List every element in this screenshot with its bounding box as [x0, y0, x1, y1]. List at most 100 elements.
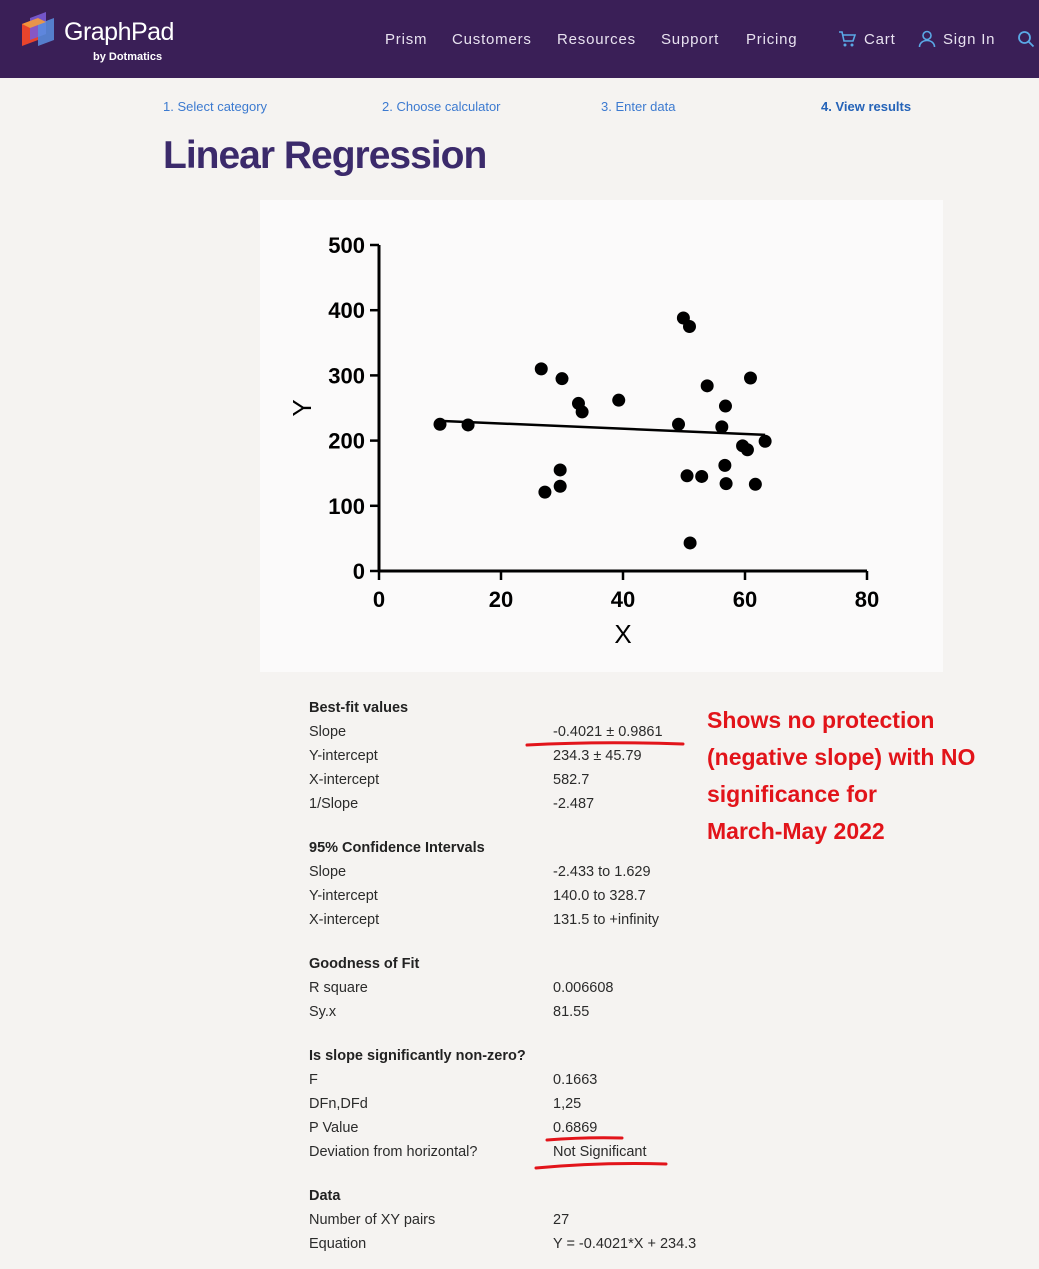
- result-value: -2.433 to 1.629: [553, 864, 651, 880]
- result-value: 81.55: [553, 1004, 590, 1020]
- chart-svg: 0 100 200 300 400 500 0 20 40 60 80 X Y: [287, 233, 879, 649]
- nav-resources[interactable]: Resources: [557, 31, 636, 48]
- data-point: [553, 463, 567, 477]
- data-point: [758, 434, 772, 448]
- y-tick-label: 300: [328, 363, 365, 388]
- step-choose-calculator[interactable]: 2. Choose calculator: [382, 99, 501, 114]
- section-heading: Goodness of Fit: [309, 956, 420, 972]
- result-label: P Value: [309, 1120, 359, 1136]
- result-row: Number of XY pairs 27: [309, 1212, 709, 1234]
- result-row: 1/Slope -2.487: [309, 796, 709, 818]
- data-point: [672, 417, 686, 431]
- graphpad-logo-icon: [22, 12, 54, 46]
- result-label: Y-intercept: [309, 888, 378, 904]
- data-point: [719, 477, 733, 491]
- result-value: 0.6869: [553, 1120, 598, 1136]
- regression-chart: 0 100 200 300 400 500 0 20 40 60 80 X Y: [260, 200, 943, 672]
- chart-axes: 0 100 200 300 400 500 0 20 40 60 80 X Y: [287, 233, 879, 649]
- result-label: R square: [309, 980, 368, 996]
- result-row: Deviation from horizontal? Not Significan…: [309, 1144, 709, 1166]
- x-tick-label: 20: [489, 587, 513, 612]
- data-point: [695, 469, 709, 483]
- nav-support[interactable]: Support: [661, 31, 720, 48]
- annotation-line: (negative slope) with NO: [707, 744, 976, 770]
- section-heading: Best-fit values: [309, 700, 409, 716]
- step-select-category[interactable]: 1. Select category: [163, 99, 268, 114]
- result-value: 1,25: [553, 1096, 582, 1112]
- result-value: 582.7: [553, 772, 590, 788]
- nav-cart[interactable]: Cart: [864, 31, 896, 48]
- x-tick-label: 80: [855, 587, 879, 612]
- data-point: [555, 372, 569, 386]
- nav-pricing[interactable]: Pricing: [746, 31, 798, 48]
- step-view-results[interactable]: 4. View results: [821, 99, 912, 114]
- result-label: Slope: [309, 724, 347, 740]
- step-enter-data[interactable]: 3. Enter data: [601, 99, 676, 114]
- data-points: [433, 311, 772, 550]
- result-label: X-intercept: [309, 912, 380, 928]
- nav-sign-in[interactable]: Sign In: [943, 31, 996, 48]
- result-value: 234.3 ± 45.79: [553, 748, 642, 764]
- result-value: Y = -0.4021*X + 234.3: [553, 1236, 697, 1252]
- fit-line: [439, 419, 766, 437]
- result-label: Sy.x: [309, 1004, 337, 1020]
- data-point: [680, 469, 694, 483]
- y-tick-label: 100: [328, 494, 365, 519]
- result-row: Slope -0.4021 ± 0.9861: [309, 724, 709, 746]
- fit-line-group: [439, 419, 766, 437]
- result-label: DFn,DFd: [309, 1096, 368, 1112]
- result-label: Slope: [309, 864, 347, 880]
- cart-icon[interactable]: [838, 30, 856, 48]
- result-value: -0.4021 ± 0.9861: [553, 724, 663, 740]
- user-icon[interactable]: [918, 30, 936, 48]
- top-navigation-bar: GraphPad by Dotmatics Prism Customers Re…: [0, 0, 1039, 78]
- annotation-line: March-May 2022: [707, 818, 885, 844]
- result-row: Y-intercept 140.0 to 328.7: [309, 888, 709, 910]
- x-tick-label: 0: [373, 587, 385, 612]
- data-point: [538, 485, 552, 499]
- result-value: -2.487: [553, 796, 595, 812]
- data-point: [461, 418, 475, 432]
- result-value: 131.5 to +infinity: [553, 912, 660, 928]
- data-point: [612, 393, 626, 407]
- x-axis-label: X: [614, 619, 631, 649]
- result-label: X-intercept: [309, 772, 380, 788]
- annotation-line: significance for: [707, 781, 877, 807]
- data-point: [718, 399, 732, 413]
- result-label: Y-intercept: [309, 748, 378, 764]
- result-row: P Value 0.6869: [309, 1120, 709, 1142]
- data-point: [715, 420, 729, 434]
- data-point: [553, 479, 567, 493]
- logo-subtext: by Dotmatics: [93, 51, 163, 63]
- result-value: 140.0 to 328.7: [553, 888, 646, 904]
- data-point: [682, 320, 696, 333]
- graphpad-logo[interactable]: GraphPad by Dotmatics: [18, 8, 188, 70]
- nav-customers[interactable]: Customers: [452, 31, 532, 48]
- data-point: [718, 458, 732, 472]
- data-point: [683, 536, 697, 550]
- data-point: [740, 443, 754, 457]
- result-label: Equation: [309, 1236, 367, 1252]
- annotation-line: Shows no protection: [707, 707, 935, 733]
- result-row: DFn,DFd 1,25: [309, 1096, 709, 1118]
- nav-prism[interactable]: Prism: [385, 31, 428, 48]
- y-tick-label: 200: [328, 429, 365, 454]
- y-tick-label: 400: [328, 298, 365, 323]
- result-row: Y-intercept 234.3 ± 45.79: [309, 748, 709, 770]
- result-row: Sy.x 81.55: [309, 1004, 709, 1026]
- result-row: X-intercept 582.7: [309, 772, 709, 794]
- result-label: Number of XY pairs: [309, 1212, 436, 1228]
- result-value: 27: [553, 1212, 570, 1228]
- result-row: X-intercept 131.5 to +infinity: [309, 912, 709, 934]
- result-row: Equation Y = -0.4021*X + 234.3: [309, 1236, 709, 1258]
- search-icon[interactable]: [1017, 30, 1035, 48]
- y-tick-label: 0: [353, 559, 365, 584]
- result-label: 1/Slope: [309, 796, 359, 812]
- annotation-note: Shows no protection (negative slope) wit…: [707, 702, 1027, 850]
- data-point: [743, 371, 757, 385]
- x-tick-label: 40: [611, 587, 635, 612]
- logo-text: GraphPad: [64, 18, 174, 46]
- data-point: [534, 362, 548, 376]
- result-value: Not Significant: [553, 1144, 647, 1160]
- result-row: Slope -2.433 to 1.629: [309, 864, 709, 886]
